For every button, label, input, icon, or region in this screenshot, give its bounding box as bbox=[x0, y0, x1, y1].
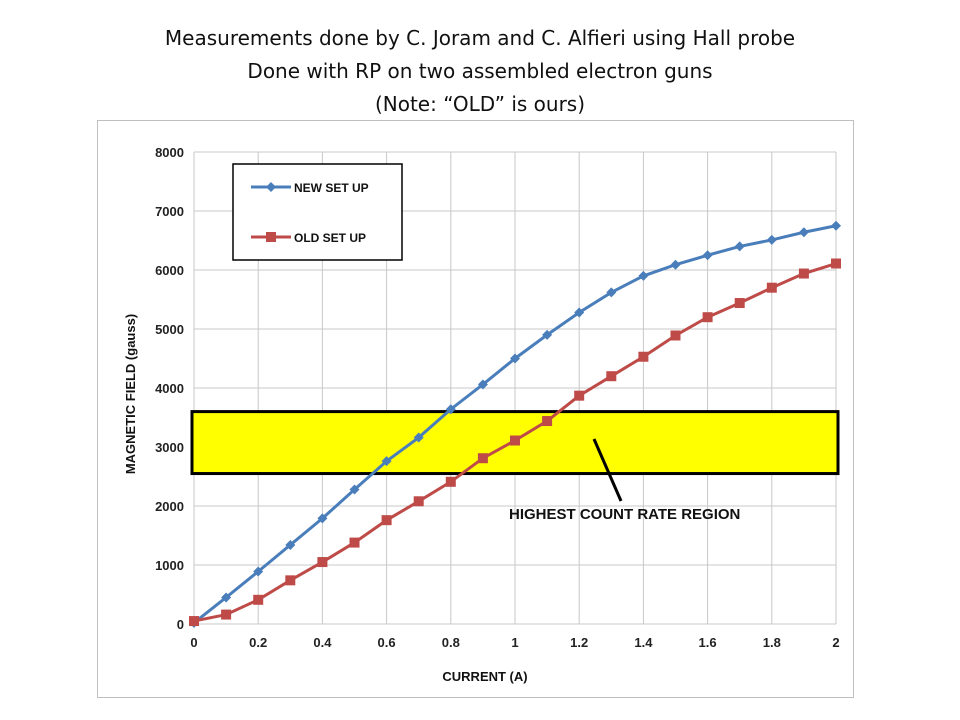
legend: NEW SET UP OLD SET UP bbox=[232, 163, 403, 261]
data-point-old bbox=[317, 557, 328, 568]
data-point-new bbox=[766, 234, 777, 245]
y-tick-label: 3000 bbox=[155, 440, 184, 455]
data-point-new bbox=[317, 513, 328, 524]
data-point-new bbox=[574, 307, 585, 318]
y-tick-label: 7000 bbox=[155, 204, 184, 219]
data-point-old bbox=[445, 476, 456, 487]
data-point-new bbox=[734, 241, 745, 252]
data-point-old bbox=[381, 515, 392, 526]
data-point-old bbox=[221, 609, 232, 620]
legend-marker-diamond bbox=[266, 182, 276, 192]
x-tick-label: 0.2 bbox=[249, 635, 267, 650]
data-point-old bbox=[510, 435, 520, 446]
data-point-old bbox=[670, 330, 681, 341]
data-point-old bbox=[606, 371, 617, 382]
data-point-new bbox=[798, 227, 809, 238]
x-tick-label: 0.6 bbox=[378, 635, 396, 650]
data-point-old bbox=[253, 594, 264, 605]
x-tick-label: 2 bbox=[832, 635, 839, 650]
data-point-old bbox=[702, 312, 713, 323]
data-point-new bbox=[510, 353, 520, 364]
y-axis-title: MAGNETIC FIELD (gauss) bbox=[123, 314, 138, 474]
y-tick-label: 8000 bbox=[155, 145, 184, 160]
data-point-old bbox=[413, 496, 424, 507]
legend-label: OLD SET UP bbox=[294, 231, 366, 245]
x-tick-label: 0.8 bbox=[442, 635, 460, 650]
legend-marker-square bbox=[266, 232, 276, 242]
x-axis-title: CURRENT (A) bbox=[442, 669, 527, 684]
annotation-pointer bbox=[592, 438, 623, 502]
data-point-new bbox=[831, 220, 841, 231]
x-tick-label: 0.4 bbox=[313, 635, 332, 650]
data-point-old bbox=[831, 258, 841, 269]
x-tick-label: 1.6 bbox=[699, 635, 717, 650]
title-line-3: (Note: “OLD” is ours) bbox=[374, 92, 586, 116]
data-point-new bbox=[413, 432, 424, 443]
x-tick-label: 0 bbox=[190, 635, 197, 650]
slide-title: Measurements done by C. Joram and C. Alf… bbox=[0, 22, 960, 121]
legend-label: NEW SET UP bbox=[294, 181, 369, 195]
data-point-new bbox=[285, 539, 296, 550]
x-tick-label: 1.2 bbox=[570, 635, 588, 650]
chart-frame: 0 0.2 0.4 0.6 0.8 1 1.2 1.4 1.6 1.8 2 0 1000 2000 3000… bbox=[97, 120, 854, 698]
legend-box bbox=[232, 163, 403, 261]
data-point-old bbox=[734, 298, 745, 309]
y-tick-label: 2000 bbox=[155, 499, 184, 514]
data-point-new bbox=[445, 404, 456, 415]
data-point-new bbox=[542, 329, 553, 340]
x-tick-label: 1.4 bbox=[634, 635, 653, 650]
x-tick-label: 1 bbox=[511, 635, 518, 650]
data-point-new bbox=[381, 456, 392, 467]
data-point-old bbox=[766, 282, 777, 293]
data-point-old bbox=[638, 351, 649, 362]
annotation-label: HIGHEST COUNT RATE REGION bbox=[509, 506, 740, 523]
data-point-new bbox=[606, 287, 617, 298]
data-point-old bbox=[477, 453, 488, 464]
data-point-old bbox=[349, 537, 360, 548]
y-tick-label: 4000 bbox=[155, 381, 184, 396]
y-tick-label: 1000 bbox=[155, 558, 184, 573]
data-point-new bbox=[349, 484, 360, 495]
data-point-old bbox=[798, 268, 809, 279]
data-point-old bbox=[189, 616, 199, 627]
data-point-old bbox=[285, 575, 296, 586]
data-point-new bbox=[638, 270, 649, 281]
data-point-new bbox=[477, 379, 488, 390]
y-tick-label: 5000 bbox=[155, 322, 184, 337]
data-point-new bbox=[702, 250, 713, 261]
data-point-old bbox=[574, 390, 585, 401]
y-tick-label: 0 bbox=[177, 617, 184, 632]
data-point-old bbox=[542, 416, 553, 427]
data-point-new bbox=[253, 566, 264, 577]
magnetic-field-chart: 0 0.2 0.4 0.6 0.8 1 1.2 1.4 1.6 1.8 2 0 1000 2000 3000… bbox=[123, 145, 841, 684]
x-tick-label: 1.8 bbox=[763, 635, 781, 650]
data-point-new bbox=[221, 592, 232, 603]
data-point-new bbox=[670, 259, 681, 270]
y-tick-label: 6000 bbox=[155, 263, 184, 278]
title-line-2: Done with RP on two assembled electron g… bbox=[247, 59, 713, 83]
title-line-1: Measurements done by C. Joram and C. Alf… bbox=[164, 26, 796, 50]
